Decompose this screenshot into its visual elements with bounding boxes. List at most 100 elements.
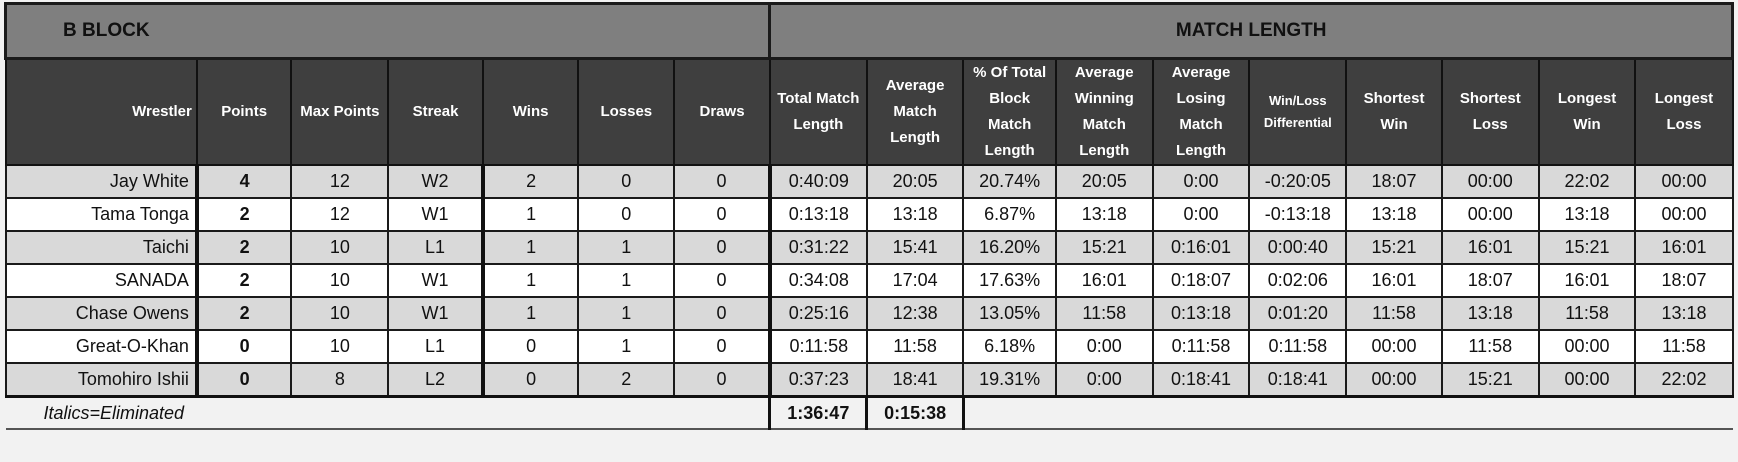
draws-cell: 0 bbox=[673, 263, 772, 298]
column-header-win-loss-diff: Win/Loss Differential bbox=[1248, 57, 1348, 166]
column-header-wins: Wins bbox=[481, 57, 580, 166]
win-loss-differential-cell: -0:13:18 bbox=[1248, 197, 1348, 232]
table-row: Tama Tonga 2 12 W1 1 0 0 0:13:18 13:18 6.87% 13:18… bbox=[4, 197, 1734, 232]
longest-win-cell: 11:58 bbox=[1537, 296, 1637, 331]
max-points-cell: 8 bbox=[290, 362, 390, 398]
longest-win-cell: 16:01 bbox=[1537, 263, 1637, 298]
pct-total-block-cell: 16.20% bbox=[962, 230, 1057, 265]
column-header-points: Points bbox=[195, 57, 293, 166]
shortest-win-cell: 00:00 bbox=[1345, 362, 1443, 398]
wrestler-cell: Chase Owens bbox=[4, 296, 199, 331]
column-header-losses: Losses bbox=[577, 57, 676, 166]
average-winning-cell: 15:21 bbox=[1054, 230, 1154, 265]
shortest-loss-cell: 13:18 bbox=[1440, 296, 1540, 331]
table-body: Jay White 4 12 W2 2 0 0 0:40:09 20:05 20.74% 20:05… bbox=[4, 164, 1734, 398]
shortest-win-cell: 11:58 bbox=[1345, 296, 1443, 331]
points-cell: 2 bbox=[195, 296, 293, 331]
average-winning-cell: 16:01 bbox=[1054, 263, 1154, 298]
total-match-length-cell: 0:13:18 bbox=[768, 197, 868, 232]
table-row: Tomohiro Ishii 0 8 L2 0 2 0 0:37:23 18:41 19.31% 0… bbox=[4, 362, 1734, 398]
wrestler-cell: Tama Tonga bbox=[4, 197, 199, 232]
max-points-cell: 10 bbox=[290, 329, 390, 364]
average-winning-cell: 0:00 bbox=[1054, 329, 1154, 364]
column-header-longest-loss: Longest Loss bbox=[1634, 57, 1734, 166]
longest-win-cell: 00:00 bbox=[1537, 329, 1637, 364]
points-cell: 2 bbox=[195, 263, 293, 298]
group-header-row: B BLOCK MATCH LENGTH bbox=[3, 2, 1734, 60]
shortest-loss-cell: 00:00 bbox=[1440, 164, 1540, 199]
average-winning-cell: 20:05 bbox=[1054, 164, 1154, 199]
table-row: SANADA 2 10 W1 1 1 0 0:34:08 17:04 17.63% 16:01 0:1… bbox=[4, 263, 1734, 298]
losses-cell: 1 bbox=[577, 296, 676, 331]
shortest-win-cell: 16:01 bbox=[1345, 263, 1443, 298]
losses-cell: 0 bbox=[577, 197, 676, 232]
win-loss-differential-cell: 0:02:06 bbox=[1248, 263, 1348, 298]
wrestler-cell: Tomohiro Ishii bbox=[4, 362, 199, 398]
pct-total-block-cell: 19.31% bbox=[962, 362, 1057, 398]
points-cell: 2 bbox=[195, 197, 293, 232]
draws-cell: 0 bbox=[673, 296, 772, 331]
average-losing-cell: 0:11:58 bbox=[1151, 329, 1251, 364]
shortest-loss-cell: 15:21 bbox=[1440, 362, 1540, 398]
average-losing-cell: 0:18:41 bbox=[1151, 362, 1251, 398]
shortest-loss-cell: 11:58 bbox=[1440, 329, 1540, 364]
shortest-loss-cell: 18:07 bbox=[1440, 263, 1540, 298]
losses-cell: 1 bbox=[577, 230, 676, 265]
shortest-win-cell: 00:00 bbox=[1345, 329, 1443, 364]
column-header-streak: Streak bbox=[387, 57, 484, 166]
longest-loss-cell: 11:58 bbox=[1634, 329, 1734, 364]
pct-total-block-cell: 13.05% bbox=[962, 296, 1057, 331]
longest-loss-cell: 00:00 bbox=[1634, 164, 1734, 199]
total-match-length-cell: 0:31:22 bbox=[768, 230, 868, 265]
wins-cell: 0 bbox=[481, 329, 580, 364]
average-losing-cell: 0:00 bbox=[1151, 197, 1251, 232]
average-match-length-cell: 15:41 bbox=[865, 230, 965, 265]
average-match-length-cell: 12:38 bbox=[865, 296, 965, 331]
longest-loss-cell: 22:02 bbox=[1634, 362, 1734, 398]
streak-cell: W2 bbox=[387, 164, 485, 199]
points-cell: 0 bbox=[195, 362, 293, 398]
points-cell: 0 bbox=[195, 329, 293, 364]
max-points-cell: 10 bbox=[290, 263, 390, 298]
total-match-length-cell: 0:37:23 bbox=[768, 362, 868, 398]
table-row: Great-O-Khan 0 10 L1 0 1 0 0:11:58 11:58 6.18% 0:0… bbox=[4, 329, 1734, 364]
column-header-total-match-length: Total Match Length bbox=[768, 57, 868, 166]
column-header-longest-win: Longest Win bbox=[1537, 57, 1637, 166]
total-match-length-cell: 0:40:09 bbox=[768, 164, 868, 199]
wins-cell: 1 bbox=[481, 296, 580, 331]
longest-win-cell: 00:00 bbox=[1537, 362, 1637, 398]
win-loss-differential-cell: 0:01:20 bbox=[1248, 296, 1348, 331]
column-header-pct-total-block: % Of Total Block Match Length bbox=[962, 57, 1057, 166]
wrestler-cell: Jay White bbox=[4, 164, 199, 199]
streak-cell: W1 bbox=[387, 296, 485, 331]
draws-cell: 0 bbox=[673, 197, 772, 232]
longest-loss-cell: 16:01 bbox=[1634, 230, 1734, 265]
streak-cell: W1 bbox=[387, 263, 485, 298]
b-block-standings-table: B BLOCK MATCH LENGTH Wrestler Points Max… bbox=[3, 2, 1734, 430]
table-row: Jay White 4 12 W2 2 0 0 0:40:09 20:05 20.74% 20:05… bbox=[4, 164, 1734, 199]
shortest-loss-cell: 16:01 bbox=[1440, 230, 1540, 265]
shortest-win-cell: 18:07 bbox=[1345, 164, 1443, 199]
average-match-length-cell: 17:04 bbox=[865, 263, 965, 298]
losses-cell: 1 bbox=[577, 329, 676, 364]
column-header-avg-losing: Average Losing Match Length bbox=[1151, 57, 1251, 166]
shortest-loss-cell: 00:00 bbox=[1440, 197, 1540, 232]
longest-win-cell: 13:18 bbox=[1537, 197, 1637, 232]
draws-cell: 0 bbox=[673, 230, 772, 265]
table-row: Taichi 2 10 L1 1 1 0 0:31:22 15:41 16.20% 15:21 0:1… bbox=[4, 230, 1734, 265]
average-losing-cell: 0:16:01 bbox=[1151, 230, 1251, 265]
average-losing-cell: 0:00 bbox=[1151, 164, 1251, 199]
match-length-title: MATCH LENGTH bbox=[768, 2, 1734, 60]
column-header-row: Wrestler Points Max Points Streak Wins L… bbox=[4, 57, 1734, 166]
pct-total-block-cell: 20.74% bbox=[962, 164, 1057, 199]
wrestler-cell: Taichi bbox=[4, 230, 199, 265]
longest-win-cell: 22:02 bbox=[1537, 164, 1637, 199]
average-winning-cell: 0:00 bbox=[1054, 362, 1154, 398]
column-header-avg-winning: Average Winning Match Length bbox=[1054, 57, 1154, 166]
max-points-cell: 10 bbox=[290, 296, 390, 331]
average-winning-cell: 11:58 bbox=[1054, 296, 1154, 331]
pct-total-block-cell: 17.63% bbox=[962, 263, 1057, 298]
wrestler-cell: Great-O-Khan bbox=[4, 329, 199, 364]
losses-cell: 0 bbox=[577, 164, 676, 199]
max-points-cell: 12 bbox=[290, 164, 390, 199]
